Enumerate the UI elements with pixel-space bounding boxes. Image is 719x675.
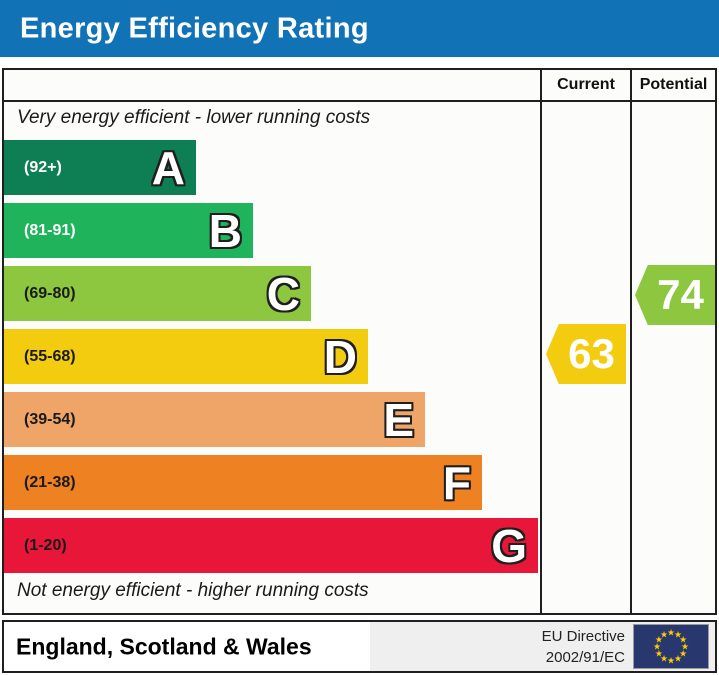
eu-star-icon: ★ (659, 629, 669, 640)
eu-star-icon: ★ (679, 634, 688, 645)
eu-star-icon: ★ (654, 648, 663, 659)
header-row-divider (4, 100, 715, 102)
potential-column-header: Potential (639, 76, 708, 93)
band-b: (81-91) B (4, 203, 253, 258)
band-g: (1-20) G (4, 518, 538, 573)
current-column-header: Current (557, 76, 615, 93)
bottom-note: Not energy efficient - higher running co… (17, 580, 369, 601)
band-a-letter: A (151, 141, 185, 194)
band-e-letter: E (383, 393, 414, 446)
top-note: Very energy efficient - lower running co… (17, 107, 371, 128)
band-d: (55-68) D (4, 329, 368, 384)
chart-title-bar: Energy Efficiency Rating (0, 0, 719, 57)
eu-star-icon: ★ (654, 634, 663, 645)
eu-star-icon: ★ (666, 655, 676, 666)
eu-directive-line2: 2002/91/EC (545, 648, 625, 666)
band-f-range: (21-38) (24, 473, 76, 491)
band-g-letter: G (491, 519, 527, 572)
eu-star-icon: ★ (679, 648, 688, 659)
eu-directive-label: EU Directive 2002/91/EC (542, 626, 625, 668)
band-c: (69-80) C (4, 266, 311, 321)
eu-star-icon: ★ (673, 629, 683, 640)
band-c-letter: C (266, 267, 300, 320)
eu-directive-line1: EU Directive (541, 627, 625, 645)
band-e-range: (39-54) (24, 410, 76, 428)
current-rating-arrow: 63 (546, 324, 626, 384)
current-rating-value: 63 (568, 330, 615, 377)
band-b-range: (81-91) (24, 221, 76, 239)
footer-bar: England, Scotland & Wales EU Directive 2… (2, 620, 717, 673)
eu-star-icon: ★ (666, 627, 676, 638)
eu-star-icon: ★ (652, 641, 662, 652)
eu-flag-icon: ★ ★ ★ ★ ★ ★ ★ ★ ★ ★ ★ ★ (633, 624, 709, 669)
band-a: (92+) A (4, 140, 196, 195)
band-e: (39-54) E (4, 392, 425, 447)
band-g-range: (1-20) (24, 536, 67, 554)
region-label: England, Scotland & Wales (16, 633, 312, 659)
band-f: (21-38) F (4, 455, 482, 510)
chart-title: Energy Efficiency Rating (20, 12, 369, 44)
band-f-letter: F (442, 456, 471, 509)
eu-star-icon: ★ (673, 653, 683, 664)
band-d-range: (55-68) (24, 347, 76, 365)
band-a-range: (92+) (24, 158, 62, 176)
band-d-letter: D (323, 330, 357, 383)
band-c-range: (69-80) (24, 284, 76, 302)
eu-star-icon: ★ (659, 653, 669, 664)
potential-rating-arrow: 74 (635, 265, 715, 325)
potential-column-divider (630, 70, 632, 613)
eu-star-icon: ★ (680, 641, 690, 652)
rating-table: Current Potential Very energy efficient … (2, 68, 717, 615)
potential-rating-value: 74 (657, 271, 704, 318)
current-column-divider (540, 70, 542, 613)
band-b-letter: B (208, 204, 242, 257)
